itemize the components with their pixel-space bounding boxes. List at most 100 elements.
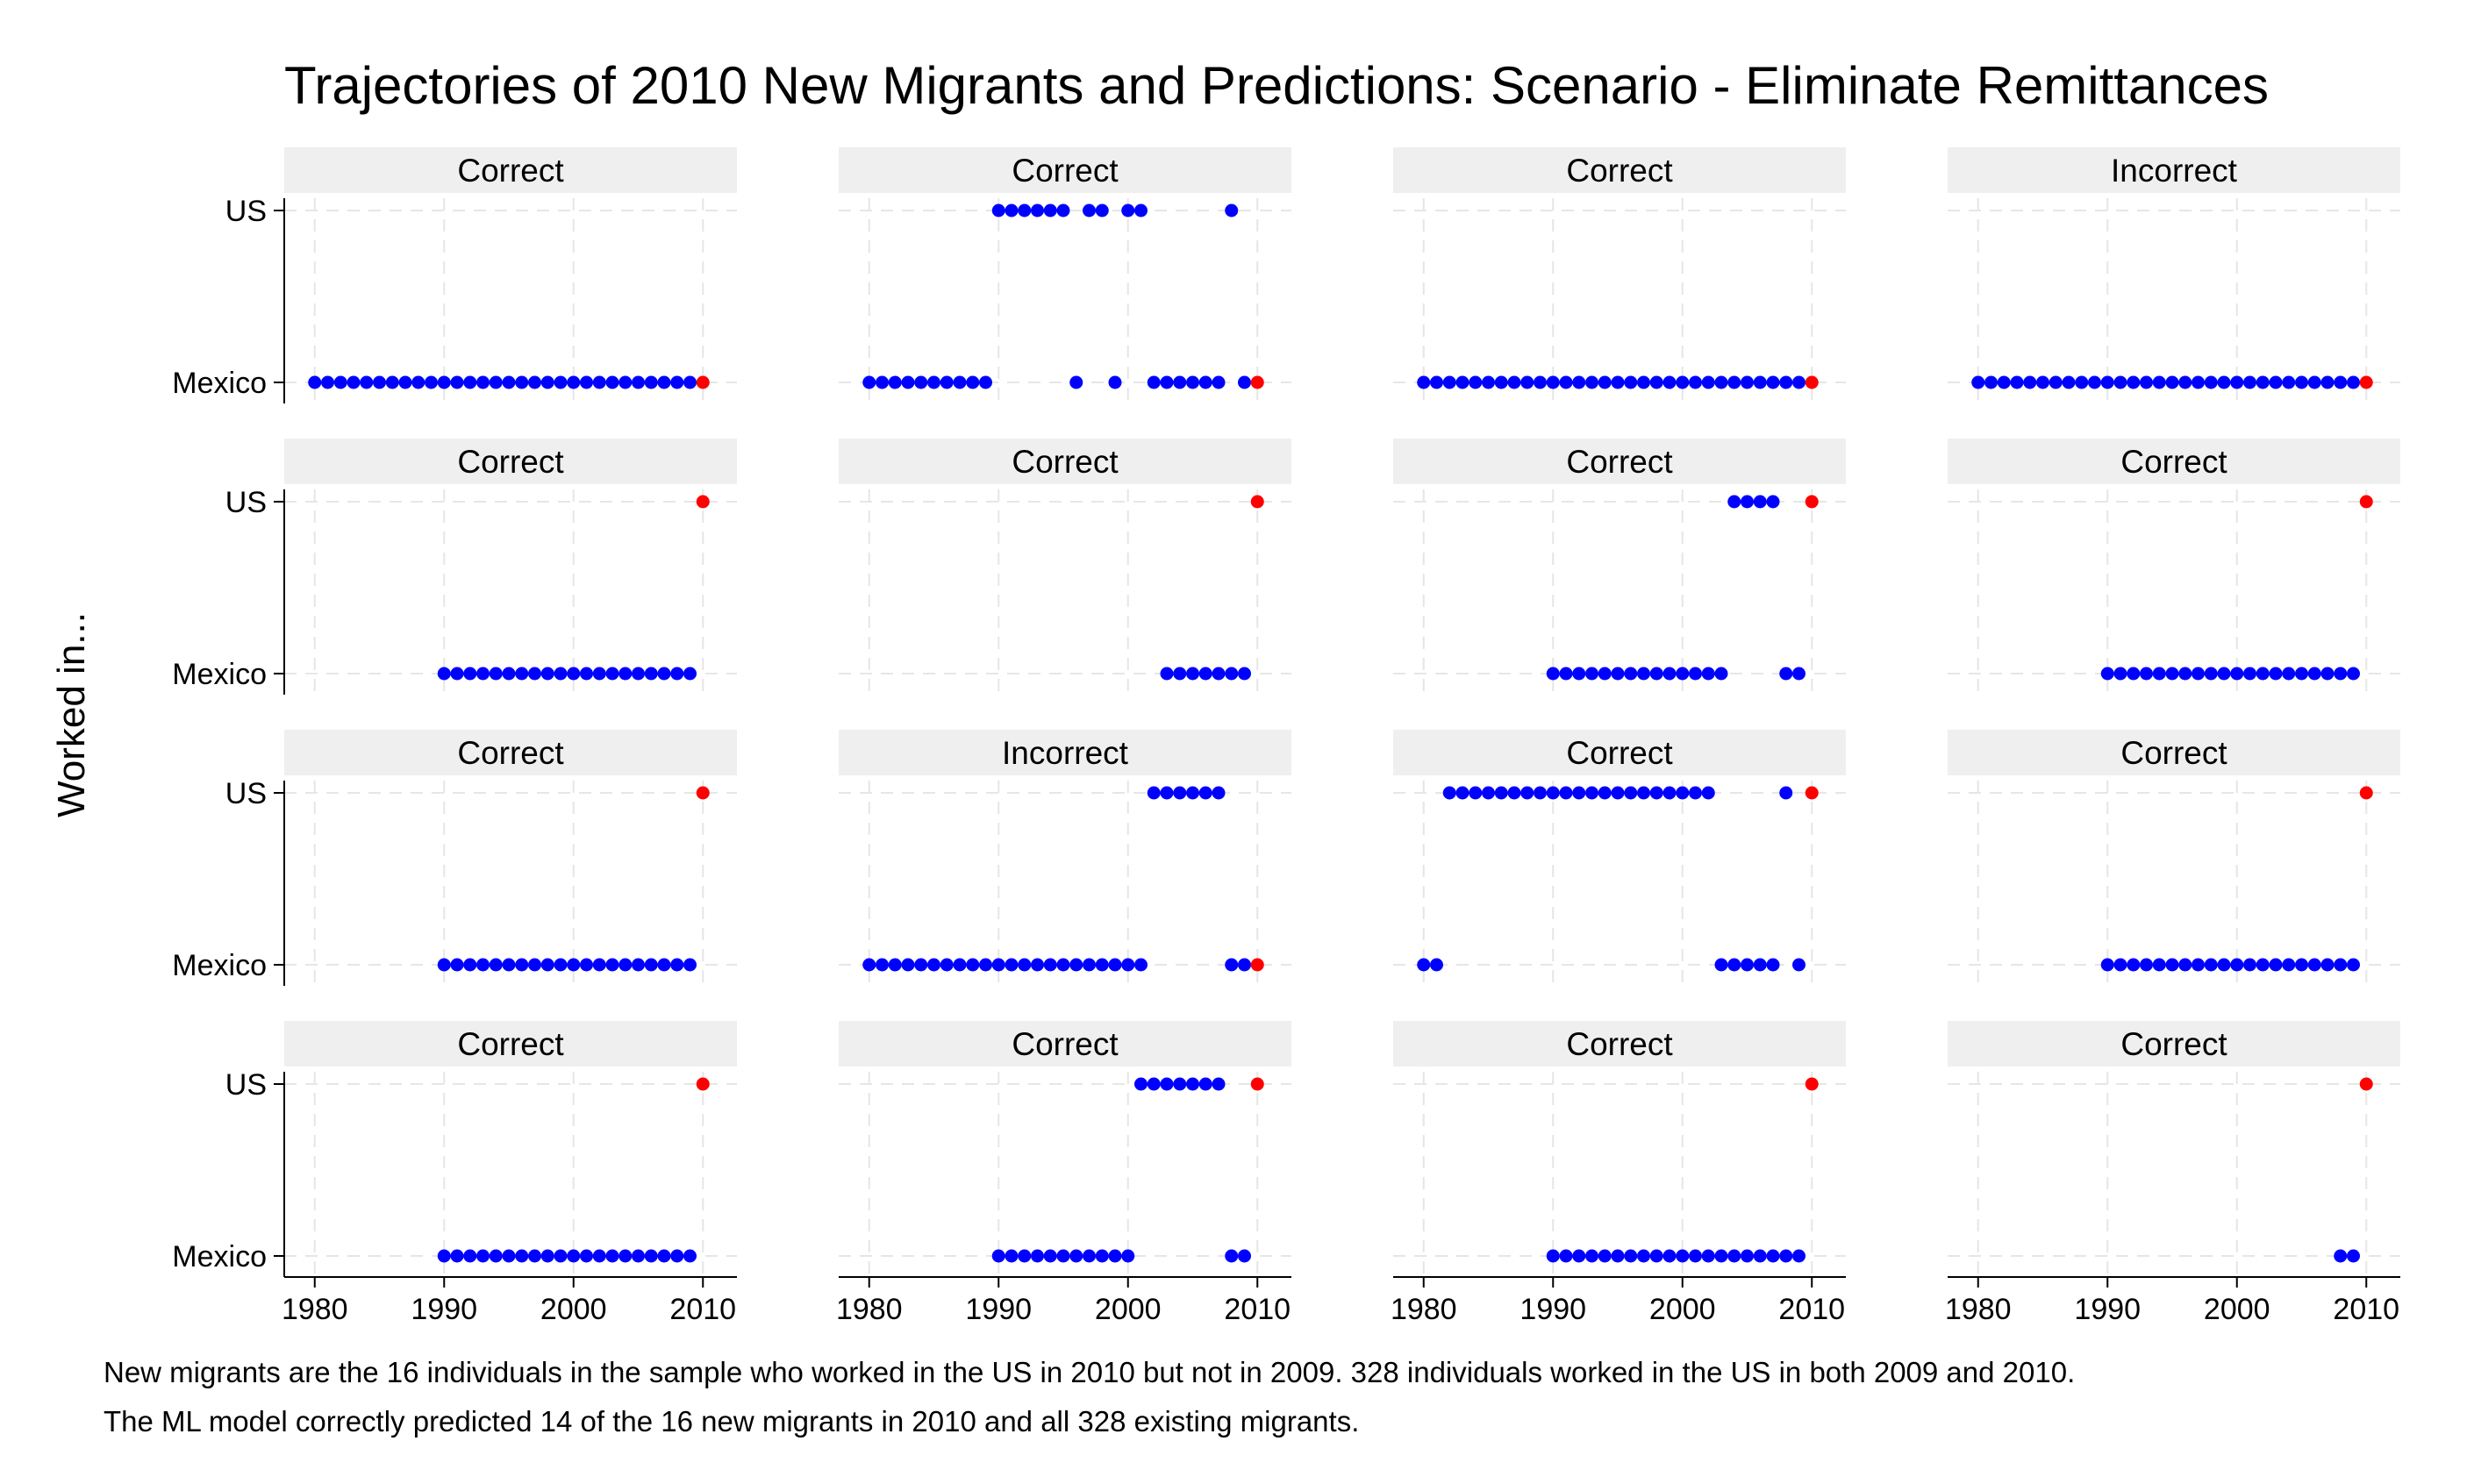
x-tick-label: 2010 [1224, 1293, 1291, 1326]
point-us [1160, 786, 1174, 800]
point-mexico [618, 375, 633, 389]
point-mexico [1779, 375, 1793, 389]
point-mexico [489, 375, 503, 389]
point-mexico [1238, 1249, 1251, 1263]
panel-7: Correct [1393, 439, 1846, 695]
point-mexico [940, 958, 954, 972]
point-mexico [321, 375, 334, 389]
point-mexico [1727, 958, 1741, 972]
panel-strip [284, 730, 737, 775]
point-mexico [437, 667, 451, 681]
point-mexico [618, 1249, 633, 1263]
panel-label: Incorrect [2111, 153, 2238, 189]
point-mexico [1043, 958, 1057, 972]
point-prediction-2010 [1805, 786, 1819, 800]
point-mexico [1083, 1249, 1096, 1263]
point-mexico [1572, 667, 1586, 681]
point-mexico [862, 958, 876, 972]
point-mexico [1585, 667, 1598, 681]
point-mexico [2204, 958, 2218, 972]
point-mexico [528, 1249, 541, 1263]
point-mexico [2127, 375, 2141, 389]
point-mexico [1585, 1249, 1598, 1263]
panel-label: Correct [1566, 444, 1673, 480]
point-us [1186, 1077, 1199, 1091]
point-mexico [2347, 1249, 2360, 1263]
point-mexico [476, 375, 490, 389]
panel-strip [284, 147, 737, 193]
point-mexico [1611, 667, 1625, 681]
point-prediction-2010 [696, 1077, 710, 1091]
point-prediction-2010 [1250, 958, 1264, 972]
point-mexico [1753, 375, 1767, 389]
point-mexico [2178, 375, 2192, 389]
point-mexico [2347, 958, 2360, 972]
point-mexico [670, 667, 684, 681]
point-us [1753, 495, 1767, 509]
point-mexico [1572, 1249, 1586, 1263]
point-mexico [683, 375, 697, 389]
point-mexico [966, 375, 980, 389]
point-mexico [2178, 958, 2192, 972]
point-us [1212, 1077, 1226, 1091]
point-us [1212, 786, 1226, 800]
point-us [1727, 495, 1741, 509]
point-mexico [1069, 1249, 1083, 1263]
point-mexico [450, 375, 464, 389]
point-us [1637, 786, 1650, 800]
point-us [1043, 203, 1057, 218]
point-mexico [1611, 375, 1625, 389]
point-mexico [2295, 958, 2308, 972]
point-mexico [1753, 1249, 1767, 1263]
panel-strip [1948, 147, 2400, 193]
point-mexico [502, 375, 516, 389]
point-mexico [1121, 1249, 1135, 1263]
point-mexico [540, 1249, 554, 1263]
point-mexico [450, 1249, 464, 1263]
y-axis-label: Worked in... [50, 612, 93, 817]
point-mexico [1056, 958, 1070, 972]
point-mexico [515, 667, 529, 681]
point-mexico [1649, 667, 1663, 681]
point-mexico [1701, 667, 1715, 681]
point-mexico [1997, 375, 2011, 389]
point-mexico [2165, 958, 2179, 972]
point-mexico [1779, 1249, 1793, 1263]
point-mexico [1186, 375, 1199, 389]
point-mexico [592, 1249, 606, 1263]
point-mexico [398, 375, 412, 389]
point-mexico [450, 958, 464, 972]
point-mexico [1134, 958, 1148, 972]
point-us [1018, 203, 1032, 218]
x-tick-label: 1990 [1519, 1293, 1586, 1326]
panel-strip [1948, 439, 2400, 484]
point-mexico [1637, 375, 1650, 389]
point-us [1173, 786, 1187, 800]
panel-strip [1393, 439, 1846, 484]
panel-label: Incorrect [1002, 735, 1129, 771]
point-mexico [1546, 667, 1560, 681]
point-us [1455, 786, 1469, 800]
point-us [991, 203, 1005, 218]
point-us [1173, 1077, 1187, 1091]
y-tick-label: Mexico [172, 367, 267, 400]
point-mexico [2192, 667, 2205, 681]
point-mexico [2295, 667, 2308, 681]
point-mexico [567, 375, 581, 389]
point-mexico [862, 375, 876, 389]
point-us [1676, 786, 1690, 800]
point-mexico [502, 667, 516, 681]
point-mexico [2307, 375, 2321, 389]
point-mexico [2088, 375, 2101, 389]
point-mexico [592, 667, 606, 681]
point-mexico [1649, 1249, 1663, 1263]
point-mexico [1585, 375, 1598, 389]
chart-title: Trajectories of 2010 New Migrants and Pr… [284, 56, 2269, 115]
point-mexico [2075, 375, 2089, 389]
point-mexico [450, 667, 464, 681]
point-mexico [1714, 667, 1728, 681]
point-mexico [670, 958, 684, 972]
point-mexico [476, 667, 490, 681]
point-mexico [2113, 375, 2127, 389]
point-prediction-2010 [1805, 495, 1819, 509]
